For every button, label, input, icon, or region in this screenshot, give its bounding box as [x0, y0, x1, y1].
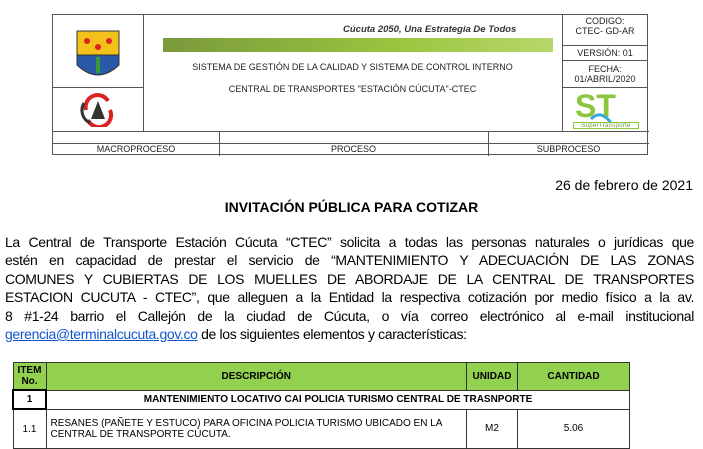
- row-item: 1.1: [12, 408, 47, 449]
- paragraph-line: La Central de Transporte Estación Cúcuta…: [5, 234, 694, 250]
- document-title: INVITACIÓN PÚBLICA PARA COTIZAR: [224, 199, 479, 215]
- codigo-label: CODIGO:: [585, 16, 625, 26]
- subproceso-label: SUBPROCESO: [536, 144, 601, 154]
- table-header-row: ITEM No. DESCRIPCIÓN UNIDAD CANTIDAD: [12, 362, 630, 391]
- fecha-label: FECHA:: [588, 64, 622, 74]
- paragraph-line: COMUNES Y CUBIERTAS DE LOS MUELLES DE AB…: [5, 270, 694, 287]
- table-row: 1.1 RESANES (PAÑETE Y ESTUCO) PARA OFICI…: [12, 408, 630, 449]
- document-header: Cúcuta 2050, Una Estrategia De Todos SIS…: [52, 14, 649, 156]
- paragraph-line: 8 #1-24 barrio el Callejón de la ciudad …: [5, 307, 694, 324]
- paragraph-line: ESTACION CUCUTA - CTEC”, que alleguen a …: [5, 289, 694, 306]
- section-title: MANTENIMIENTO LOCATIVO CAI POLICIA TURIS…: [45, 389, 630, 410]
- header-unidad: UNIDAD: [466, 362, 518, 391]
- city-coat-of-arms-logo: [73, 29, 123, 81]
- row-cantidad: 5.06: [517, 408, 630, 449]
- header-cantidad: CANTIDAD: [517, 362, 630, 391]
- codigo-value: CTEC- GD-AR: [575, 26, 635, 36]
- row-unidad: M2: [466, 408, 518, 449]
- section-row: 1 MANTENIMIENTO LOCATIVO CAI POLICIA TUR…: [12, 389, 630, 410]
- email-link[interactable]: gerencia@terminalcucuta.gov.co: [5, 326, 198, 343]
- paragraph-line: gerencia@terminalcucuta.gov.co de los si…: [5, 325, 694, 343]
- slogan: Cúcuta 2050, Una Estrategia De Todos: [343, 24, 517, 35]
- entity-name: CENTRAL DE TRANSPORTES "ESTACIÓN CÚCUTA"…: [228, 84, 477, 94]
- macroproceso-label: MACROPROCESO: [96, 144, 176, 154]
- paragraph-text: de los siguientes elementos y caracterís…: [197, 326, 467, 343]
- version: VERSIÓN: 01: [577, 48, 633, 58]
- paragraph-line: estén en capacidad de prestar el servici…: [5, 252, 694, 269]
- fecha-value: 01/ABRIL/2020: [574, 74, 636, 84]
- document-date: 26 de febrero de 2021: [555, 177, 693, 193]
- header-item: ITEM No.: [12, 362, 47, 391]
- items-table: ITEM No. DESCRIPCIÓN UNIDAD CANTIDAD 1 M…: [12, 362, 630, 449]
- section-item: 1: [12, 389, 47, 410]
- proceso-label: PROCESO: [330, 144, 376, 154]
- green-banner: [163, 38, 553, 52]
- invitation-paragraph: La Central de Transporte Estación Cúcuta…: [5, 233, 694, 343]
- header-descripcion: DESCRIPCIÓN: [45, 362, 467, 391]
- terminal-logo: [78, 93, 118, 130]
- supertransporte-logo-text: SuperTransporte: [573, 122, 639, 129]
- svg-text:ST: ST: [575, 89, 616, 123]
- system-title: SISTEMA DE GESTIÓN DE LA CALIDAD Y SISTE…: [192, 62, 513, 72]
- supertransporte-logo: ST SuperTransporte: [571, 88, 641, 129]
- row-descripcion: RESANES (PAÑETE Y ESTUCO) PARA OFICINA P…: [45, 408, 467, 449]
